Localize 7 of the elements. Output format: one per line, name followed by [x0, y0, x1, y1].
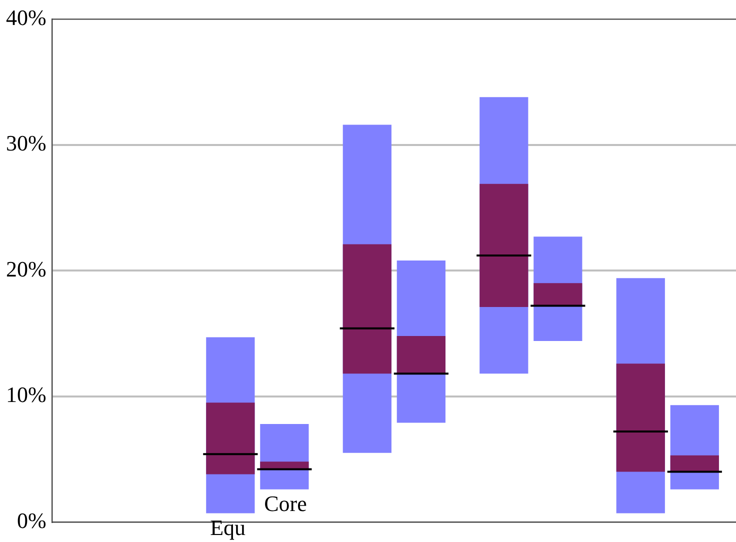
y-tick-label: 40% [6, 4, 46, 30]
y-tick-label: 0% [17, 508, 46, 533]
series-label: Core [264, 491, 307, 516]
y-tick-label: 10% [6, 382, 46, 408]
y-tick-label: 30% [6, 130, 46, 156]
y-tick-label: 20% [6, 256, 46, 282]
series-label: Equ [210, 514, 246, 540]
